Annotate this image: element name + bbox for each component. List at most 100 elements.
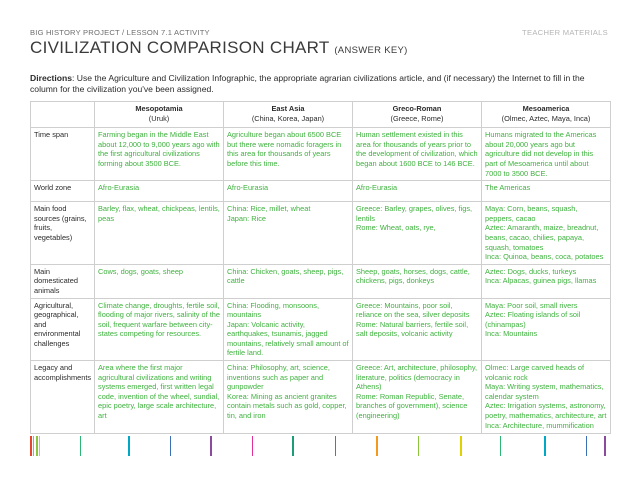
answer-cell: Barley, flax, wheat, chickpeas, lentils,…	[94, 201, 224, 265]
column-name: Mesoamerica	[522, 104, 570, 113]
answer-line: Agriculture began about 6500 BCE but the…	[227, 130, 342, 168]
answer-cell: Aztec: Dogs, ducks, turkeys Inca: Alpacas…	[481, 263, 611, 299]
answer-cell: Sheep, goats, horses, dogs, cattle, chic…	[352, 263, 482, 299]
color-bar	[128, 436, 130, 456]
answer-line: Cows, dogs, goats, sheep	[98, 266, 184, 276]
teacher-materials-label: TEACHER MATERIALS	[522, 28, 608, 37]
answer-line: Japan: Rice	[227, 213, 267, 223]
answer-line: China: Philosophy, art, science, inventi…	[227, 363, 330, 392]
color-bar	[170, 436, 171, 456]
column-subtitle: (Olmec, Aztec, Maya, Inca)	[501, 113, 591, 123]
color-bar	[335, 436, 336, 456]
answer-line: Japan: Volcanic activity, earthquakes, t…	[227, 319, 349, 358]
row-label: Agricultural, geographical, and environm…	[30, 297, 95, 362]
column-header-east-asia: East Asia (China, Korea, Japan)	[223, 100, 353, 129]
answer-cell: Greece: Art, architecture, philosophy, l…	[352, 360, 482, 435]
table-body: Time span Farming began in the Middle Eas…	[30, 127, 611, 435]
table-corner-cell	[30, 100, 95, 129]
answer-cell: Greece: Barley, grapes, olives, figs, le…	[352, 201, 482, 265]
answer-cell: Human settlement existed in this area fo…	[352, 127, 482, 182]
color-bar	[292, 436, 294, 456]
answer-cell: Agriculture began about 6500 BCE but the…	[223, 127, 353, 182]
color-bar	[80, 436, 81, 456]
answer-line: Korea: Mining as ancient granites contai…	[227, 391, 347, 421]
page-title: CIVILIZATION COMPARISON CHART (ANSWER KE…	[30, 38, 408, 58]
answer-line: Greece: Barley, grapes, olives, figs, le…	[356, 204, 473, 223]
column-name: Greco-Roman	[392, 104, 442, 113]
color-bar	[210, 436, 212, 456]
column-header-mesopotamia: Mesopotamia (Uruk)	[94, 100, 224, 129]
table-row-challenges: Agricultural, geographical, and environm…	[30, 297, 611, 362]
directions-text: Directions: Use the Agriculture and Civi…	[30, 73, 610, 95]
page-title-sub: (ANSWER KEY)	[334, 45, 408, 56]
answer-line: Aztec: Dogs, ducks, turkeys	[485, 266, 577, 276]
answer-line: China: Rice, millet, wheat	[227, 204, 311, 214]
column-header-mesoamerica: Mesoamerica (Olmec, Aztec, Maya, Inca)	[481, 100, 611, 129]
answer-line: Greece: Mountains, poor soil, reliance o…	[356, 300, 470, 320]
answer-line: Afro-Eurasia	[356, 183, 398, 193]
color-bar	[586, 436, 587, 456]
column-header-greco-roman: Greco-Roman (Greece, Rome)	[352, 100, 482, 129]
color-bar	[30, 436, 32, 456]
answer-line: China: Chicken, goats, sheep, pigs, catt…	[227, 266, 344, 286]
answer-cell: Maya: Corn, beans, squash, peppers, caca…	[481, 201, 611, 265]
answer-line: Area where the first major agricultural …	[98, 363, 220, 421]
answer-line: Rome: Roman Republic, Senate, branches o…	[356, 391, 468, 421]
color-bar	[376, 436, 378, 456]
answer-line: Aztec: Floating islands of soil (chinamp…	[485, 310, 581, 329]
answer-cell: Area where the first major agricultural …	[94, 360, 224, 435]
answer-line: Humans migrated to the Americas about 20…	[485, 130, 597, 178]
color-bar	[544, 436, 546, 456]
row-label: World zone	[30, 180, 95, 203]
color-bar-strip	[30, 436, 610, 456]
answer-line: The Americas	[485, 183, 531, 193]
table-row-world-zone: World zone Afro-Eurasia Afro-Eurasia Afro-E…	[30, 180, 611, 203]
answer-line: Inca: Quinoa, beans, coca, potatoes	[485, 252, 604, 262]
answer-cell: Afro-Eurasia	[94, 180, 224, 203]
row-label: Time span	[30, 127, 95, 182]
row-label: Legacy and accomplishments	[30, 360, 95, 435]
answer-line: Climate change, droughts, fertile soil, …	[98, 300, 220, 339]
answer-cell: China: Chicken, goats, sheep, pigs, catt…	[223, 263, 353, 299]
answer-line: Afro-Eurasia	[227, 183, 269, 193]
answer-line: Inca: Architecture, mummification	[485, 420, 594, 430]
table-row-time-span: Time span Farming began in the Middle Eas…	[30, 127, 611, 182]
answer-line: Barley, flax, wheat, chickpeas, lentils,…	[98, 204, 220, 223]
answer-cell: China: Flooding, monsoons, mountains Japa…	[223, 297, 353, 362]
column-name: Mesopotamia	[135, 104, 183, 113]
color-bar	[39, 436, 40, 456]
answer-line: China: Flooding, monsoons, mountains	[227, 300, 320, 320]
answer-line: Farming began in the Middle East about 1…	[98, 130, 220, 168]
table-header-row: Mesopotamia (Uruk) East Asia (China, Korea…	[30, 100, 611, 129]
answer-cell: The Americas	[481, 180, 611, 203]
answer-cell: China: Rice, millet, wheat Japan: Rice	[223, 201, 353, 265]
answer-cell: Afro-Eurasia	[352, 180, 482, 203]
table-row-main-food-sources: Main food sources (grains, fruits, veget…	[30, 201, 611, 265]
row-label: Main domesticated animals	[30, 263, 95, 299]
answer-line: Inca: Alpacas, guinea pigs, llamas	[485, 276, 597, 286]
answer-cell: Greece: Mountains, poor soil, reliance o…	[352, 297, 482, 362]
answer-line: Aztec: Irrigation systems, astronomy, po…	[485, 401, 607, 421]
answer-line: Rome: Natural barriers, fertile soil, sa…	[356, 319, 469, 339]
directions-body: : Use the Agriculture and Civilization I…	[30, 73, 585, 94]
answer-line: Maya: Corn, beans, squash, peppers, caca…	[485, 204, 578, 223]
answer-line: Olmec: Large carved heads of volcanic ro…	[485, 363, 585, 382]
column-subtitle: (Greece, Rome)	[390, 113, 444, 123]
color-bar	[418, 436, 419, 456]
answer-line: Human settlement existed in this area fo…	[356, 130, 478, 168]
answer-cell: Cows, dogs, goats, sheep	[94, 263, 224, 299]
answer-line: Greece: Art, architecture, philosophy, l…	[356, 363, 478, 392]
answer-cell: Maya: Poor soil, small rivers Aztec: Floa…	[481, 297, 611, 362]
project-lesson-line: BIG HISTORY PROJECT / LESSON 7.1 ACTIVIT…	[30, 28, 210, 37]
color-bar	[36, 436, 38, 456]
table-row-main-domesticated-animals: Main domesticated animals Cows, dogs, goa…	[30, 263, 611, 299]
directions-label: Directions	[30, 73, 73, 83]
answer-cell: Olmec: Large carved heads of volcanic ro…	[481, 360, 611, 435]
answer-line: Aztec: Amaranth, maize, breadnut, beans,…	[485, 223, 599, 252]
answer-line: Inca: Mountains	[485, 329, 538, 339]
color-bar	[500, 436, 501, 456]
answer-cell: Farming began in the Middle East about 1…	[94, 127, 224, 182]
column-subtitle: (China, Korea, Japan)	[251, 113, 325, 123]
color-bar	[460, 436, 462, 456]
answer-line: Sheep, goats, horses, dogs, cattle, chic…	[356, 266, 470, 286]
